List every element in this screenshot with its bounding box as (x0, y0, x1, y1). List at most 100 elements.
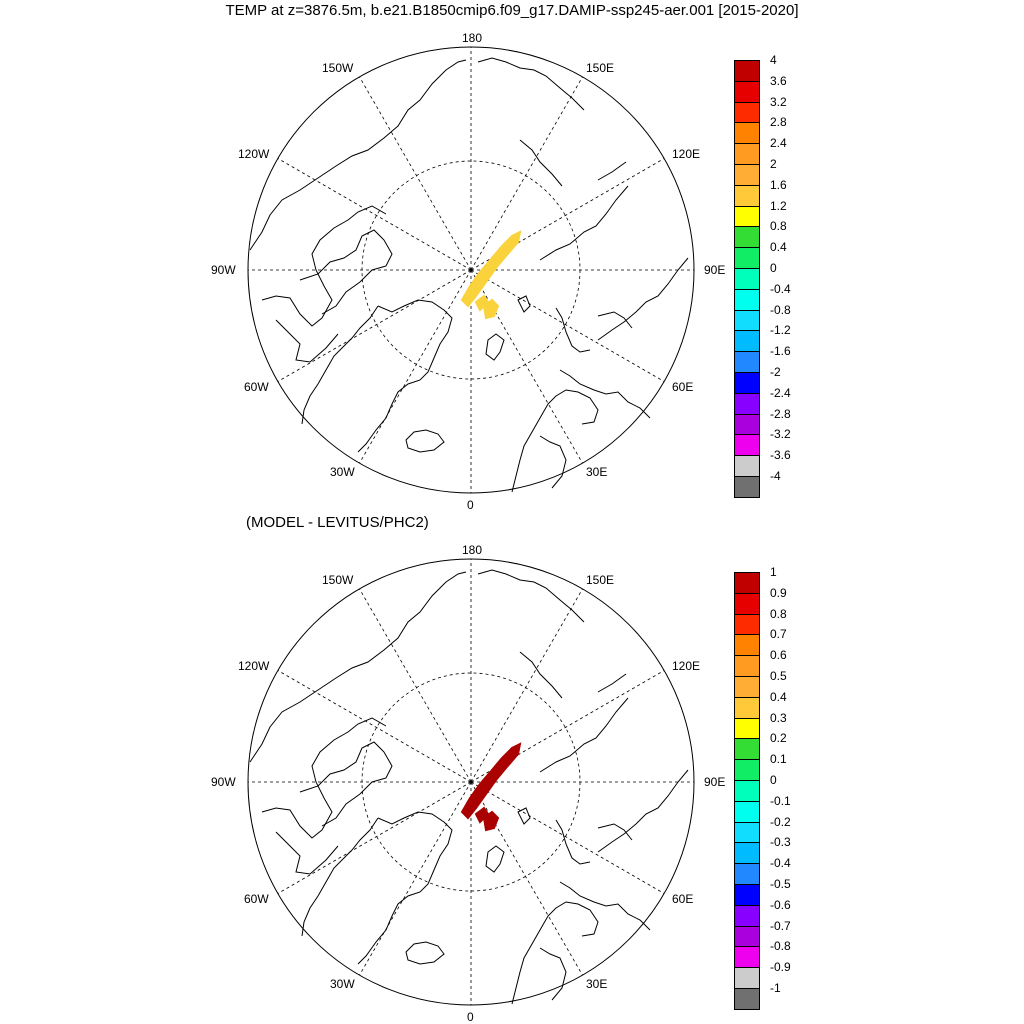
colorbar-tick-label: 2 (770, 157, 777, 171)
colorbar-tick-label: 0.7 (770, 627, 787, 642)
colorbar-swatch (734, 592, 760, 615)
coastline (299, 741, 393, 827)
coastline (597, 823, 633, 841)
colorbar-tick-label: -0.5 (770, 877, 791, 891)
colorbar: 1 0.9 0.8 0.7 0.6 0.5 0.4 0.3 0.2 0.1 0 -0.1 -0.2 -0.… (734, 566, 791, 1010)
coastline (357, 811, 453, 965)
lon-label-150e: 150E (586, 573, 615, 587)
coastline (301, 305, 379, 425)
colorbar-swatch (734, 946, 760, 969)
colorbar-tick-label: 0 (770, 773, 777, 787)
lon-label-180: 180 (462, 543, 483, 557)
colorbar-tick-label: -0.8 (770, 939, 791, 954)
lon-label-150w: 150W (322, 61, 354, 75)
colorbar-swatch (734, 821, 760, 844)
coastline (261, 717, 387, 839)
meridian-line (470, 76, 583, 271)
colorbar-swatch (734, 780, 760, 802)
coastline (517, 807, 531, 825)
colorbar-swatch (734, 143, 760, 165)
colorbar-tick-label: -0.9 (770, 960, 791, 975)
colorbar-tick-label: 0.1 (770, 752, 787, 767)
lon-label-0: 0 (467, 1010, 474, 1024)
colorbar-tick-label: 1.6 (770, 177, 787, 192)
difference-map-panel: 180 0 90W 90E 150W 120W 150E 120E 60W 30W 60E 30E 1 0… (0, 512, 1024, 1024)
colorbar-tick-label: 0 (770, 261, 777, 275)
coastline (485, 333, 505, 361)
meridian-line (359, 781, 472, 976)
colorbar-tick-label: 1 (770, 565, 777, 579)
colorbar-swatch (734, 351, 760, 373)
coastline (597, 257, 689, 341)
colorbar-tick-label: 1.2 (770, 198, 787, 213)
colorbar-swatch (734, 884, 760, 906)
lon-label-30e: 30E (586, 977, 608, 991)
colorbar: 4 3.6 3.2 2.8 2.4 2 1.6 1.2 0.8 0.4 0 -0.4 -0.8 -1.2 -… (734, 54, 791, 498)
colorbar-swatch (734, 372, 760, 394)
coastline (517, 295, 531, 313)
colorbar-swatch (734, 101, 760, 124)
lon-label-60w: 60W (244, 892, 269, 906)
colorbar-tick-label: 4 (770, 53, 777, 67)
colorbar-swatch (734, 613, 760, 636)
lon-label-30e: 30E (586, 465, 608, 479)
temperature-anomaly-patch (474, 806, 490, 824)
meridian-line (359, 76, 472, 271)
colorbar-tick-label: -2.4 (770, 385, 791, 400)
colorbar-swatch (734, 572, 760, 594)
meridian-line (359, 588, 472, 783)
colorbar-tick-label: -1.6 (770, 344, 791, 359)
colorbar-tick-label: -0.4 (770, 281, 791, 296)
temperature-anomaly-patch (460, 742, 522, 820)
lon-label-90w: 90W (211, 775, 236, 789)
colorbar-tick-label: 0.8 (770, 606, 787, 621)
colorbar-tick-label: -3.2 (770, 427, 791, 442)
model-map-panel: 180 0 90W 90E 150W 120W 150E 120E 60W 30W 60E 30E 4 3… (211, 31, 791, 512)
lon-label-30w: 30W (330, 977, 355, 991)
colorbar-swatch (734, 226, 760, 249)
colorbar-tick-label: 3.2 (770, 94, 787, 109)
coastline (405, 429, 445, 453)
colorbar-swatch (734, 330, 760, 353)
coastline (275, 319, 339, 363)
coastline (299, 229, 393, 315)
colorbar-tick-label: 0.5 (770, 669, 787, 683)
coastline (511, 901, 599, 1005)
coastline (249, 59, 467, 251)
colorbar-tick-label: 3.6 (770, 73, 787, 88)
colorbar-swatch (734, 842, 760, 865)
lon-label-120w: 120W (238, 659, 270, 673)
coastline (477, 57, 585, 111)
coastline (539, 435, 567, 489)
coastline (485, 845, 505, 873)
polar-map (247, 46, 695, 494)
colorbar-tick-label: 0.8 (770, 219, 787, 234)
lon-label-60e: 60E (672, 892, 694, 906)
colorbar-swatch (734, 863, 760, 885)
coastline (405, 941, 445, 965)
coastline (275, 831, 339, 875)
coastline (597, 769, 689, 853)
lon-label-60e: 60E (672, 380, 694, 394)
coastline (555, 307, 591, 353)
coastline (555, 819, 591, 865)
colorbar-tick-label: 0.6 (770, 648, 787, 663)
meridian-line (359, 269, 472, 464)
lon-label-120e: 120E (672, 147, 701, 161)
colorbar-swatch (734, 759, 760, 781)
coastline (539, 185, 629, 261)
meridian-line (277, 158, 472, 271)
colorbar-swatch (734, 925, 760, 948)
difference-subtitle: (MODEL - LEVITUS/PHC2) (246, 514, 429, 531)
colorbar-swatch (734, 268, 760, 290)
colorbar-tick-label: 0.3 (770, 710, 787, 725)
colorbar-swatch (734, 288, 760, 311)
coastline (597, 161, 627, 181)
lon-label-150w: 150W (322, 573, 354, 587)
temperature-anomaly-patch (460, 230, 522, 308)
coastline (477, 569, 585, 623)
meridian-line (277, 269, 472, 382)
colorbar-swatch (734, 413, 760, 436)
colorbar-swatch (734, 184, 760, 207)
colorbar-tick-label: -0.2 (770, 814, 791, 829)
